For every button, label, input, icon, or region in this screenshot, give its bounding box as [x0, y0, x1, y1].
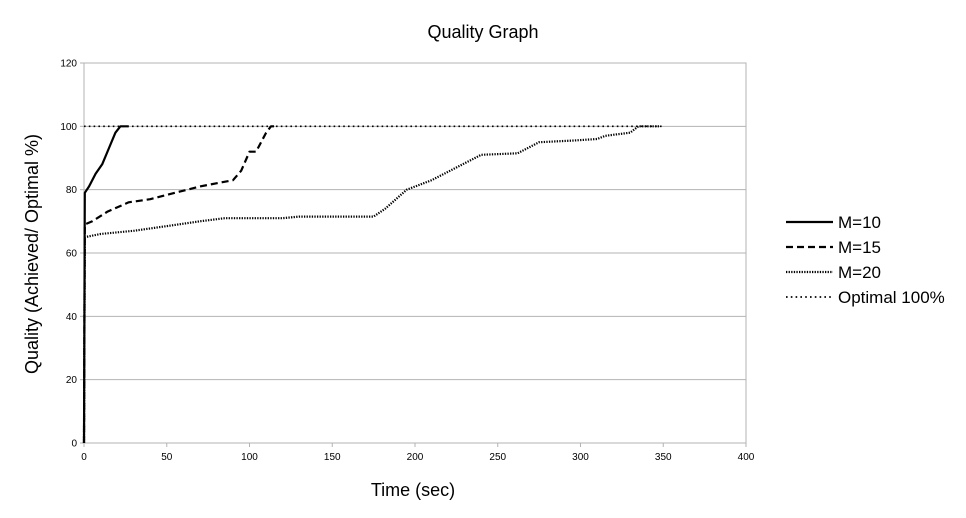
- y-tick-label-100: 100: [60, 122, 77, 133]
- axis-ticks: 0 20 40 60 80 100 120 0 50 100 150 200 250 300 350 400: [60, 59, 754, 464]
- legend-label-m-10: M=10: [838, 213, 881, 232]
- legend-label-m-20: M=20: [838, 263, 881, 282]
- legend-label-optimal-100: Optimal 100%: [838, 288, 945, 307]
- y-tick-label-80: 80: [66, 185, 78, 196]
- y-tick-label-0: 0: [71, 439, 77, 450]
- series-line-m-20: [82, 125, 660, 444]
- x-tick-label-0: 0: [81, 452, 87, 463]
- x-tick-label-300: 300: [572, 452, 589, 463]
- y-tick-label-60: 60: [66, 249, 78, 260]
- x-tick-label-50: 50: [161, 452, 173, 463]
- x-tick-label-200: 200: [407, 452, 424, 463]
- series-lines: [82, 125, 664, 444]
- grid-lines: [84, 125, 746, 381]
- x-tick-label-150: 150: [324, 452, 341, 463]
- x-axis-label: Time (sec): [371, 480, 455, 500]
- chart-title: Quality Graph: [427, 22, 538, 42]
- x-tick-label-250: 250: [489, 452, 506, 463]
- legend: M=10 M=15 M=20 Optimal 100%: [786, 213, 945, 307]
- series-line-m-10: [82, 125, 129, 444]
- legend-label-m-15: M=15: [838, 238, 881, 257]
- x-tick-label-100: 100: [241, 452, 258, 463]
- y-tick-label-120: 120: [60, 59, 77, 70]
- x-tick-label-350: 350: [655, 452, 672, 463]
- x-tick-label-400: 400: [738, 452, 755, 463]
- y-tick-label-40: 40: [66, 312, 78, 323]
- y-axis-label: Quality (Achieved/ Optimal %): [22, 134, 42, 374]
- y-tick-label-20: 20: [66, 375, 78, 386]
- series-line-m-15: [82, 125, 278, 444]
